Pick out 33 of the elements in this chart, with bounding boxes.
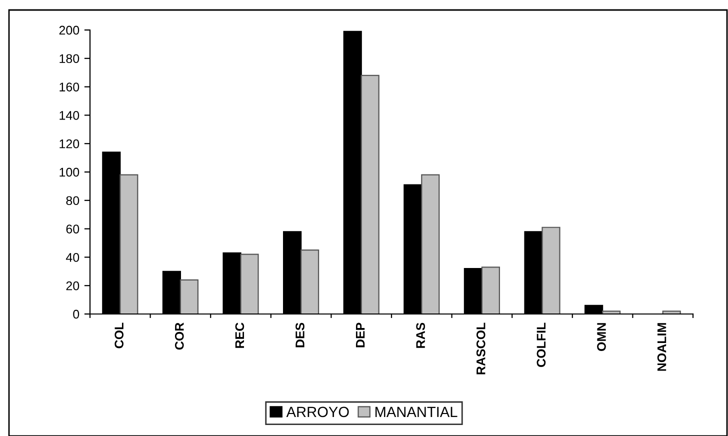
- y-tick-label: 40: [66, 253, 80, 262]
- y-tick-label: 0: [73, 310, 80, 319]
- y-tick-label: 20: [66, 281, 80, 290]
- x-tick-label: DEP: [356, 322, 365, 348]
- y-tick-label: 120: [60, 139, 80, 148]
- bar: [120, 174, 138, 314]
- x-tick-label: OMN: [597, 323, 606, 351]
- bar: [662, 310, 681, 314]
- x-tick-label: COLFIL: [536, 322, 546, 367]
- x-tick-label: REC: [235, 322, 244, 348]
- bar: [542, 226, 560, 314]
- x-tick-label: DES: [296, 322, 304, 348]
- x-tick-label: RAS: [416, 322, 426, 348]
- y-tick-label: 100: [60, 168, 80, 177]
- y-tick-label: 200: [59, 26, 80, 35]
- x-tick-label: COL: [114, 322, 124, 348]
- bar: [240, 254, 259, 314]
- legend-label: ARROYO: [286, 406, 349, 418]
- y-tick-label: 60: [66, 224, 80, 234]
- bar: [360, 74, 380, 314]
- x-tick-label: NOALIM: [657, 323, 666, 371]
- x-tick-label: COR: [174, 322, 184, 350]
- legend-label: MANANTIAL: [375, 406, 458, 417]
- bar: [300, 250, 320, 314]
- y-tick-label: 80: [66, 196, 80, 206]
- bar: [180, 279, 198, 314]
- y-tick-label: 160: [60, 82, 80, 92]
- y-tick-label: 180: [60, 54, 80, 64]
- bar: [481, 266, 500, 314]
- y-tick-label: 140: [60, 111, 80, 120]
- bar: [602, 310, 621, 314]
- bar: [421, 174, 440, 314]
- x-tick-label: RASCOL: [476, 322, 486, 374]
